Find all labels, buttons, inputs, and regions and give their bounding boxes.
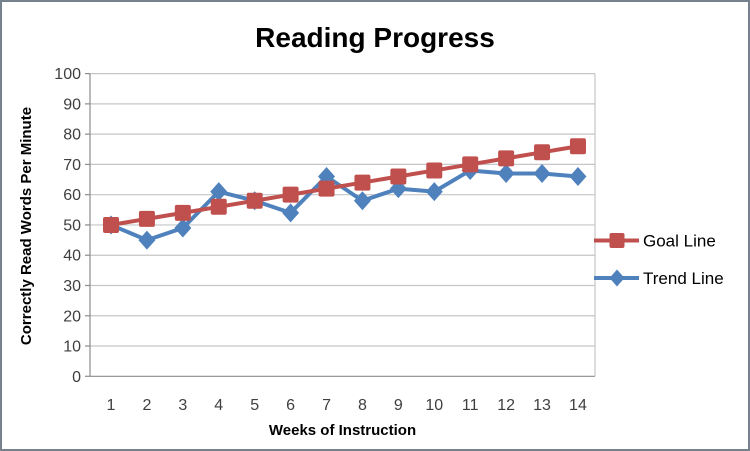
legend-trend-line-label: Trend Line [643, 269, 724, 288]
trend-line-diamond-marker-icon [497, 163, 515, 183]
goal-line-square-marker-icon [498, 150, 515, 167]
y-tick-label: 0 [72, 369, 81, 386]
y-tick-label: 10 [63, 339, 81, 356]
goal-line-square-marker-icon [318, 180, 335, 197]
legend-goal-line-square-marker-icon [609, 233, 625, 248]
x-tick-label: 12 [497, 397, 515, 414]
legend-trend-line-diamond-marker-icon [609, 269, 625, 287]
goal-line-square-marker-icon [534, 144, 551, 161]
trend-line-diamond-marker-icon [353, 191, 371, 211]
goal-line-square-marker-icon [282, 186, 299, 203]
x-tick-label: 8 [358, 397, 367, 414]
x-tick-label: 14 [569, 397, 587, 414]
x-tick-label: 5 [250, 397, 259, 414]
y-tick-label: 90 [63, 96, 81, 113]
x-tick-label: 4 [214, 397, 223, 414]
goal-line-square-marker-icon [210, 198, 227, 215]
x-tick-label: 9 [394, 397, 403, 414]
goal-line-square-marker-icon [426, 162, 443, 179]
trend-line-diamond-marker-icon [533, 163, 551, 183]
x-tick-label: 10 [425, 397, 443, 414]
goal-line-square-marker-icon [174, 204, 191, 221]
trend-line-diamond-marker-icon [282, 203, 300, 223]
x-tick-label: 2 [142, 397, 151, 414]
goal-line-square-marker-icon [138, 210, 155, 227]
y-tick-label: 60 [63, 187, 81, 204]
y-tick-label: 40 [63, 248, 81, 265]
trend-line-diamond-marker-icon [138, 230, 156, 250]
trend-line-diamond-marker-icon [210, 182, 228, 202]
trend-line-diamond-marker-icon [174, 218, 192, 238]
goal-line-square-marker-icon [390, 168, 407, 185]
x-tick-label: 11 [462, 397, 479, 414]
trend-line-diamond-marker-icon [569, 167, 587, 187]
goal-line-square-marker-icon [569, 138, 586, 155]
x-tick-label: 6 [286, 397, 295, 414]
x-axis-title: Weeks of Instruction [268, 422, 417, 439]
x-tick-label: 3 [178, 397, 187, 414]
x-tick-label: 13 [533, 397, 551, 414]
goal-line-square-marker-icon [354, 174, 371, 191]
x-tick-label: 7 [322, 397, 331, 414]
y-tick-label: 100 [54, 66, 81, 83]
goal-line-square-marker-icon [462, 156, 479, 173]
goal-line-square-marker-icon [246, 192, 263, 209]
y-tick-label: 70 [63, 157, 81, 174]
trend-line-diamond-marker-icon [425, 182, 443, 202]
y-tick-label: 20 [63, 308, 81, 325]
goal-line-square-marker-icon [103, 216, 119, 233]
y-tick-label: 50 [63, 217, 81, 234]
y-tick-label: 30 [63, 278, 81, 295]
y-tick-label: 80 [63, 127, 81, 144]
x-tick-label: 1 [107, 397, 116, 414]
legend-goal-line-label: Goal Line [643, 232, 716, 251]
chart-title: Reading Progress [255, 22, 495, 53]
